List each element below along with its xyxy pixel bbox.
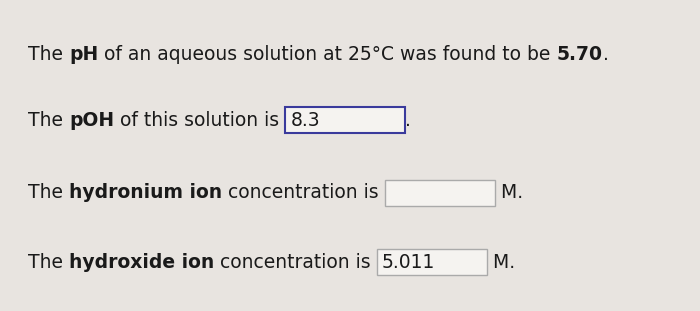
Text: The: The [28, 110, 69, 129]
Text: 8.3: 8.3 [290, 110, 320, 129]
Text: concentration is: concentration is [222, 183, 385, 202]
Text: The: The [28, 45, 69, 64]
Text: M.: M. [495, 183, 523, 202]
Text: pOH: pOH [69, 110, 114, 129]
FancyBboxPatch shape [385, 180, 495, 206]
FancyBboxPatch shape [377, 249, 487, 275]
Text: of this solution is: of this solution is [114, 110, 286, 129]
Text: .: . [405, 110, 411, 129]
Text: concentration is: concentration is [214, 253, 377, 272]
Text: hydroxide ion: hydroxide ion [69, 253, 214, 272]
Text: hydronium ion: hydronium ion [69, 183, 222, 202]
Text: M.: M. [487, 253, 515, 272]
FancyBboxPatch shape [286, 107, 405, 133]
Text: pH: pH [69, 45, 98, 64]
Text: The: The [28, 183, 69, 202]
Text: 5.70: 5.70 [556, 45, 603, 64]
Text: of an aqueous solution at 25°C was found to be: of an aqueous solution at 25°C was found… [98, 45, 556, 64]
Text: The: The [28, 253, 69, 272]
Text: .: . [603, 45, 608, 64]
Text: 5.011: 5.011 [382, 253, 435, 272]
